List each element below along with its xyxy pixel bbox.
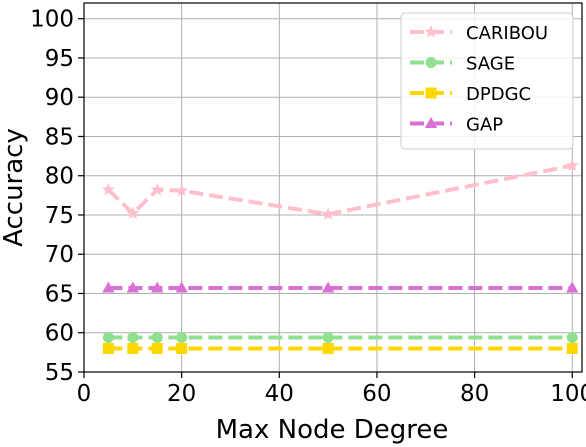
data-point <box>176 342 188 354</box>
data-point <box>322 331 334 343</box>
series-caribou <box>101 158 579 220</box>
y-tick-label: 60 <box>45 321 74 347</box>
series-layer <box>101 158 579 354</box>
y-axis-ticks: 55 60 65 70 75 80 85 90 95 100 <box>30 7 84 386</box>
series-line <box>107 163 573 217</box>
data-point <box>102 342 114 354</box>
data-point <box>127 331 139 343</box>
data-point <box>126 206 140 220</box>
data-point <box>566 331 578 343</box>
series-dpdgc <box>102 342 578 354</box>
data-point <box>101 182 116 196</box>
x-tick-label: 0 <box>77 381 92 407</box>
legend-box <box>400 12 574 150</box>
y-tick-label: 65 <box>45 281 74 307</box>
data-point <box>102 331 114 343</box>
data-point <box>150 182 164 196</box>
data-point <box>151 331 163 343</box>
data-point <box>102 281 115 293</box>
data-point <box>566 281 579 293</box>
data-point <box>322 342 334 354</box>
x-axis-label: Max Node Degree <box>216 415 449 445</box>
y-tick-label: 100 <box>30 7 74 33</box>
series-sage <box>102 331 578 343</box>
legend-label: GAP <box>466 115 503 136</box>
legend-item-caribou: CARIBOU <box>410 23 548 44</box>
x-tick-label: 20 <box>167 381 196 407</box>
data-point <box>176 331 188 343</box>
y-tick-label: 80 <box>45 164 74 190</box>
data-point <box>151 342 163 354</box>
x-tick-label: 100 <box>550 381 586 407</box>
y-axis-label: Accuracy <box>0 128 29 247</box>
x-tick-label: 60 <box>362 381 391 407</box>
data-point <box>151 281 164 293</box>
legend-marker <box>424 117 438 129</box>
legend-label: CARIBOU <box>466 23 548 44</box>
series-gap <box>102 281 579 293</box>
legend-item-gap: GAP <box>410 115 503 136</box>
y-tick-label: 95 <box>45 46 74 72</box>
data-point <box>321 281 335 293</box>
y-tick-label: 90 <box>45 85 74 111</box>
y-tick-label: 55 <box>45 360 74 386</box>
legend-item-sage: SAGE <box>410 54 515 75</box>
legend-label: DPDGC <box>466 84 531 105</box>
data-point <box>174 183 189 197</box>
legend-label: SAGE <box>466 54 515 75</box>
legend-marker <box>425 57 437 68</box>
data-point <box>565 158 579 172</box>
data-point <box>126 281 139 293</box>
data-point <box>566 342 578 354</box>
y-tick-label: 75 <box>45 203 74 229</box>
legend-marker <box>424 25 438 38</box>
legend-marker <box>425 87 437 99</box>
data-point <box>175 281 188 293</box>
data-point <box>127 342 139 354</box>
x-tick-label: 80 <box>460 381 489 407</box>
legend: CARIBOU SAGE DPDGC GAP <box>400 12 574 150</box>
plot-frame <box>83 2 583 373</box>
x-axis-ticks: 0 20 40 60 80 100 <box>77 372 586 407</box>
legend-item-dpdgc: DPDGC <box>410 84 531 105</box>
y-tick-label: 85 <box>45 124 74 150</box>
x-tick-label: 40 <box>265 381 294 407</box>
data-point <box>321 207 335 220</box>
y-tick-label: 70 <box>45 242 74 268</box>
